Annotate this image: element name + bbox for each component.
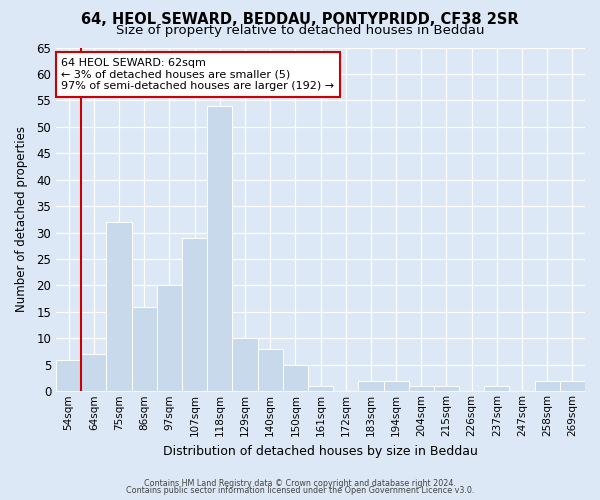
Bar	[484, 386, 509, 392]
Bar	[308, 386, 333, 392]
Text: 64, HEOL SEWARD, BEDDAU, PONTYPRIDD, CF38 2SR: 64, HEOL SEWARD, BEDDAU, PONTYPRIDD, CF3…	[81, 12, 519, 28]
Bar	[131, 306, 157, 392]
Text: 64 HEOL SEWARD: 62sqm
← 3% of detached houses are smaller (5)
97% of semi-detach: 64 HEOL SEWARD: 62sqm ← 3% of detached h…	[61, 58, 334, 91]
Y-axis label: Number of detached properties: Number of detached properties	[15, 126, 28, 312]
Bar	[560, 380, 585, 392]
Bar	[157, 286, 182, 392]
Text: Contains HM Land Registry data © Crown copyright and database right 2024.: Contains HM Land Registry data © Crown c…	[144, 478, 456, 488]
X-axis label: Distribution of detached houses by size in Beddau: Distribution of detached houses by size …	[163, 444, 478, 458]
Bar	[257, 349, 283, 392]
Text: Contains public sector information licensed under the Open Government Licence v3: Contains public sector information licen…	[126, 486, 474, 495]
Bar	[106, 222, 131, 392]
Bar	[81, 354, 106, 392]
Bar	[358, 380, 383, 392]
Bar	[283, 365, 308, 392]
Bar	[434, 386, 459, 392]
Bar	[409, 386, 434, 392]
Bar	[535, 380, 560, 392]
Bar	[182, 238, 207, 392]
Text: Size of property relative to detached houses in Beddau: Size of property relative to detached ho…	[116, 24, 484, 37]
Bar	[383, 380, 409, 392]
Bar	[207, 106, 232, 392]
Bar	[232, 338, 257, 392]
Bar	[56, 360, 81, 392]
